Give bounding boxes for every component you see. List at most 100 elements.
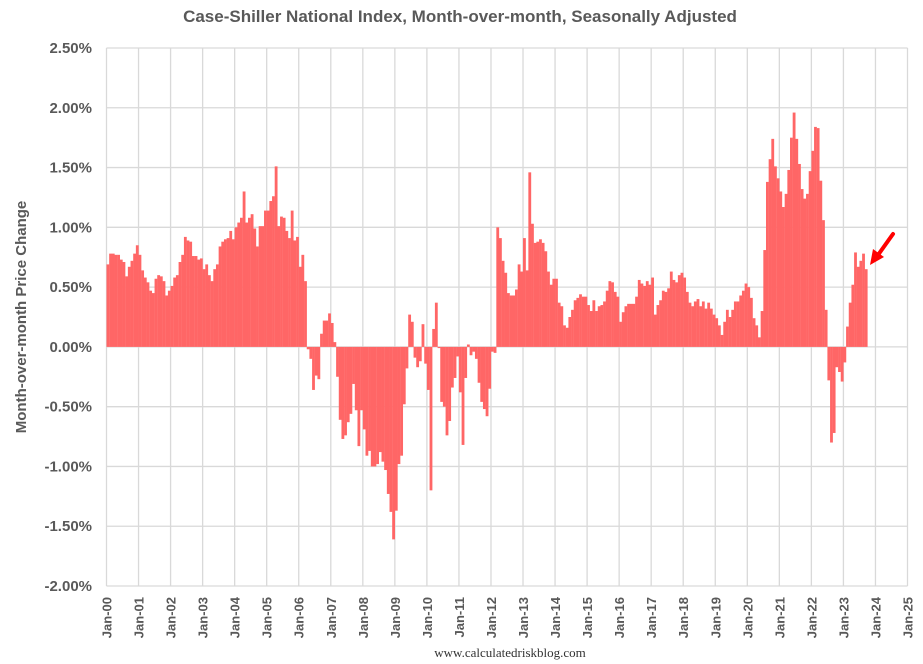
x-tick-label: Jan-21 <box>772 597 787 638</box>
bar <box>704 308 708 347</box>
bar <box>205 264 209 347</box>
bar <box>312 346 315 390</box>
bar <box>573 300 577 347</box>
bar <box>349 346 353 414</box>
x-tick-label: Jan-17 <box>644 597 659 638</box>
bar <box>862 253 865 347</box>
y-tick-label: 1.00% <box>49 219 92 236</box>
bar <box>547 271 550 347</box>
bar <box>405 346 409 369</box>
bar <box>394 346 398 511</box>
bar <box>517 264 521 347</box>
bar <box>600 305 604 347</box>
bar <box>624 306 628 347</box>
bar <box>709 308 713 347</box>
bar <box>589 311 593 347</box>
bar <box>648 284 652 347</box>
x-tick-label: Jan-19 <box>708 597 723 638</box>
bar <box>165 295 169 347</box>
bar <box>843 346 847 363</box>
x-tick-label: Jan-12 <box>484 597 499 638</box>
bar <box>731 309 735 347</box>
bar <box>138 254 142 347</box>
bar <box>207 275 211 347</box>
y-tick-label: 0.50% <box>49 279 92 296</box>
bar <box>752 318 756 347</box>
bar <box>808 171 812 347</box>
y-tick-label: 1.50% <box>49 160 92 177</box>
bar <box>512 295 516 347</box>
x-tick-label: Jan-20 <box>740 597 755 638</box>
bar <box>765 181 769 347</box>
bar <box>253 228 257 347</box>
bar <box>365 346 369 456</box>
bar <box>757 337 761 347</box>
bar <box>664 291 668 347</box>
bar <box>437 346 441 349</box>
bar <box>723 321 727 347</box>
bar <box>528 172 532 347</box>
bar <box>170 285 174 347</box>
bar <box>344 346 347 436</box>
bar <box>456 346 460 357</box>
bar <box>306 346 310 350</box>
bar <box>413 346 417 358</box>
y-tick-label: -2.00% <box>44 578 92 595</box>
bar <box>127 266 131 347</box>
y-tick-label: -1.50% <box>44 518 92 535</box>
bar <box>298 266 302 347</box>
bar <box>378 346 382 453</box>
bar <box>696 299 700 347</box>
bar <box>384 346 387 471</box>
bar <box>688 302 692 347</box>
bar <box>568 317 572 347</box>
bar <box>693 301 697 347</box>
bar <box>272 196 275 347</box>
bar <box>402 346 406 405</box>
bar <box>472 346 476 352</box>
x-axis-ticks: Jan-00 Jan-01 Jan-02 Jan-03 Jan-04 Jan-05 Jan-… <box>100 596 916 638</box>
bar <box>453 346 457 378</box>
bar <box>346 346 350 423</box>
bar <box>560 306 564 347</box>
bar <box>544 251 548 347</box>
bar <box>210 281 214 347</box>
bar <box>739 295 743 347</box>
bar <box>151 293 155 347</box>
y-axis-label: Month-over-month Price Change <box>13 201 30 434</box>
bar <box>370 346 374 467</box>
bar <box>480 346 484 402</box>
x-tick-label: Jan-00 <box>100 597 115 638</box>
bar <box>635 296 638 347</box>
x-tick-label: Jan-06 <box>292 597 307 638</box>
bar <box>317 346 321 380</box>
bar <box>691 306 695 347</box>
bar <box>584 296 588 347</box>
bar <box>744 283 748 347</box>
bar <box>776 178 780 347</box>
bar <box>429 346 433 491</box>
bar <box>333 342 337 347</box>
bar <box>520 271 524 347</box>
bar <box>835 346 839 368</box>
bar <box>397 346 401 465</box>
bar <box>183 236 187 347</box>
bar <box>408 314 412 347</box>
bar <box>474 346 478 359</box>
bar <box>792 112 796 347</box>
bar <box>143 277 147 347</box>
bar <box>549 284 553 347</box>
bar <box>154 278 158 347</box>
bar <box>290 210 294 347</box>
bar <box>496 227 500 347</box>
bar <box>659 300 663 347</box>
bar <box>296 236 299 347</box>
bar <box>725 309 729 347</box>
bar <box>701 301 705 347</box>
bar <box>490 346 494 352</box>
x-tick-label: Jan-05 <box>260 597 275 638</box>
bar <box>763 250 767 347</box>
bar <box>357 346 361 447</box>
bar <box>851 284 855 347</box>
bar <box>424 346 428 364</box>
